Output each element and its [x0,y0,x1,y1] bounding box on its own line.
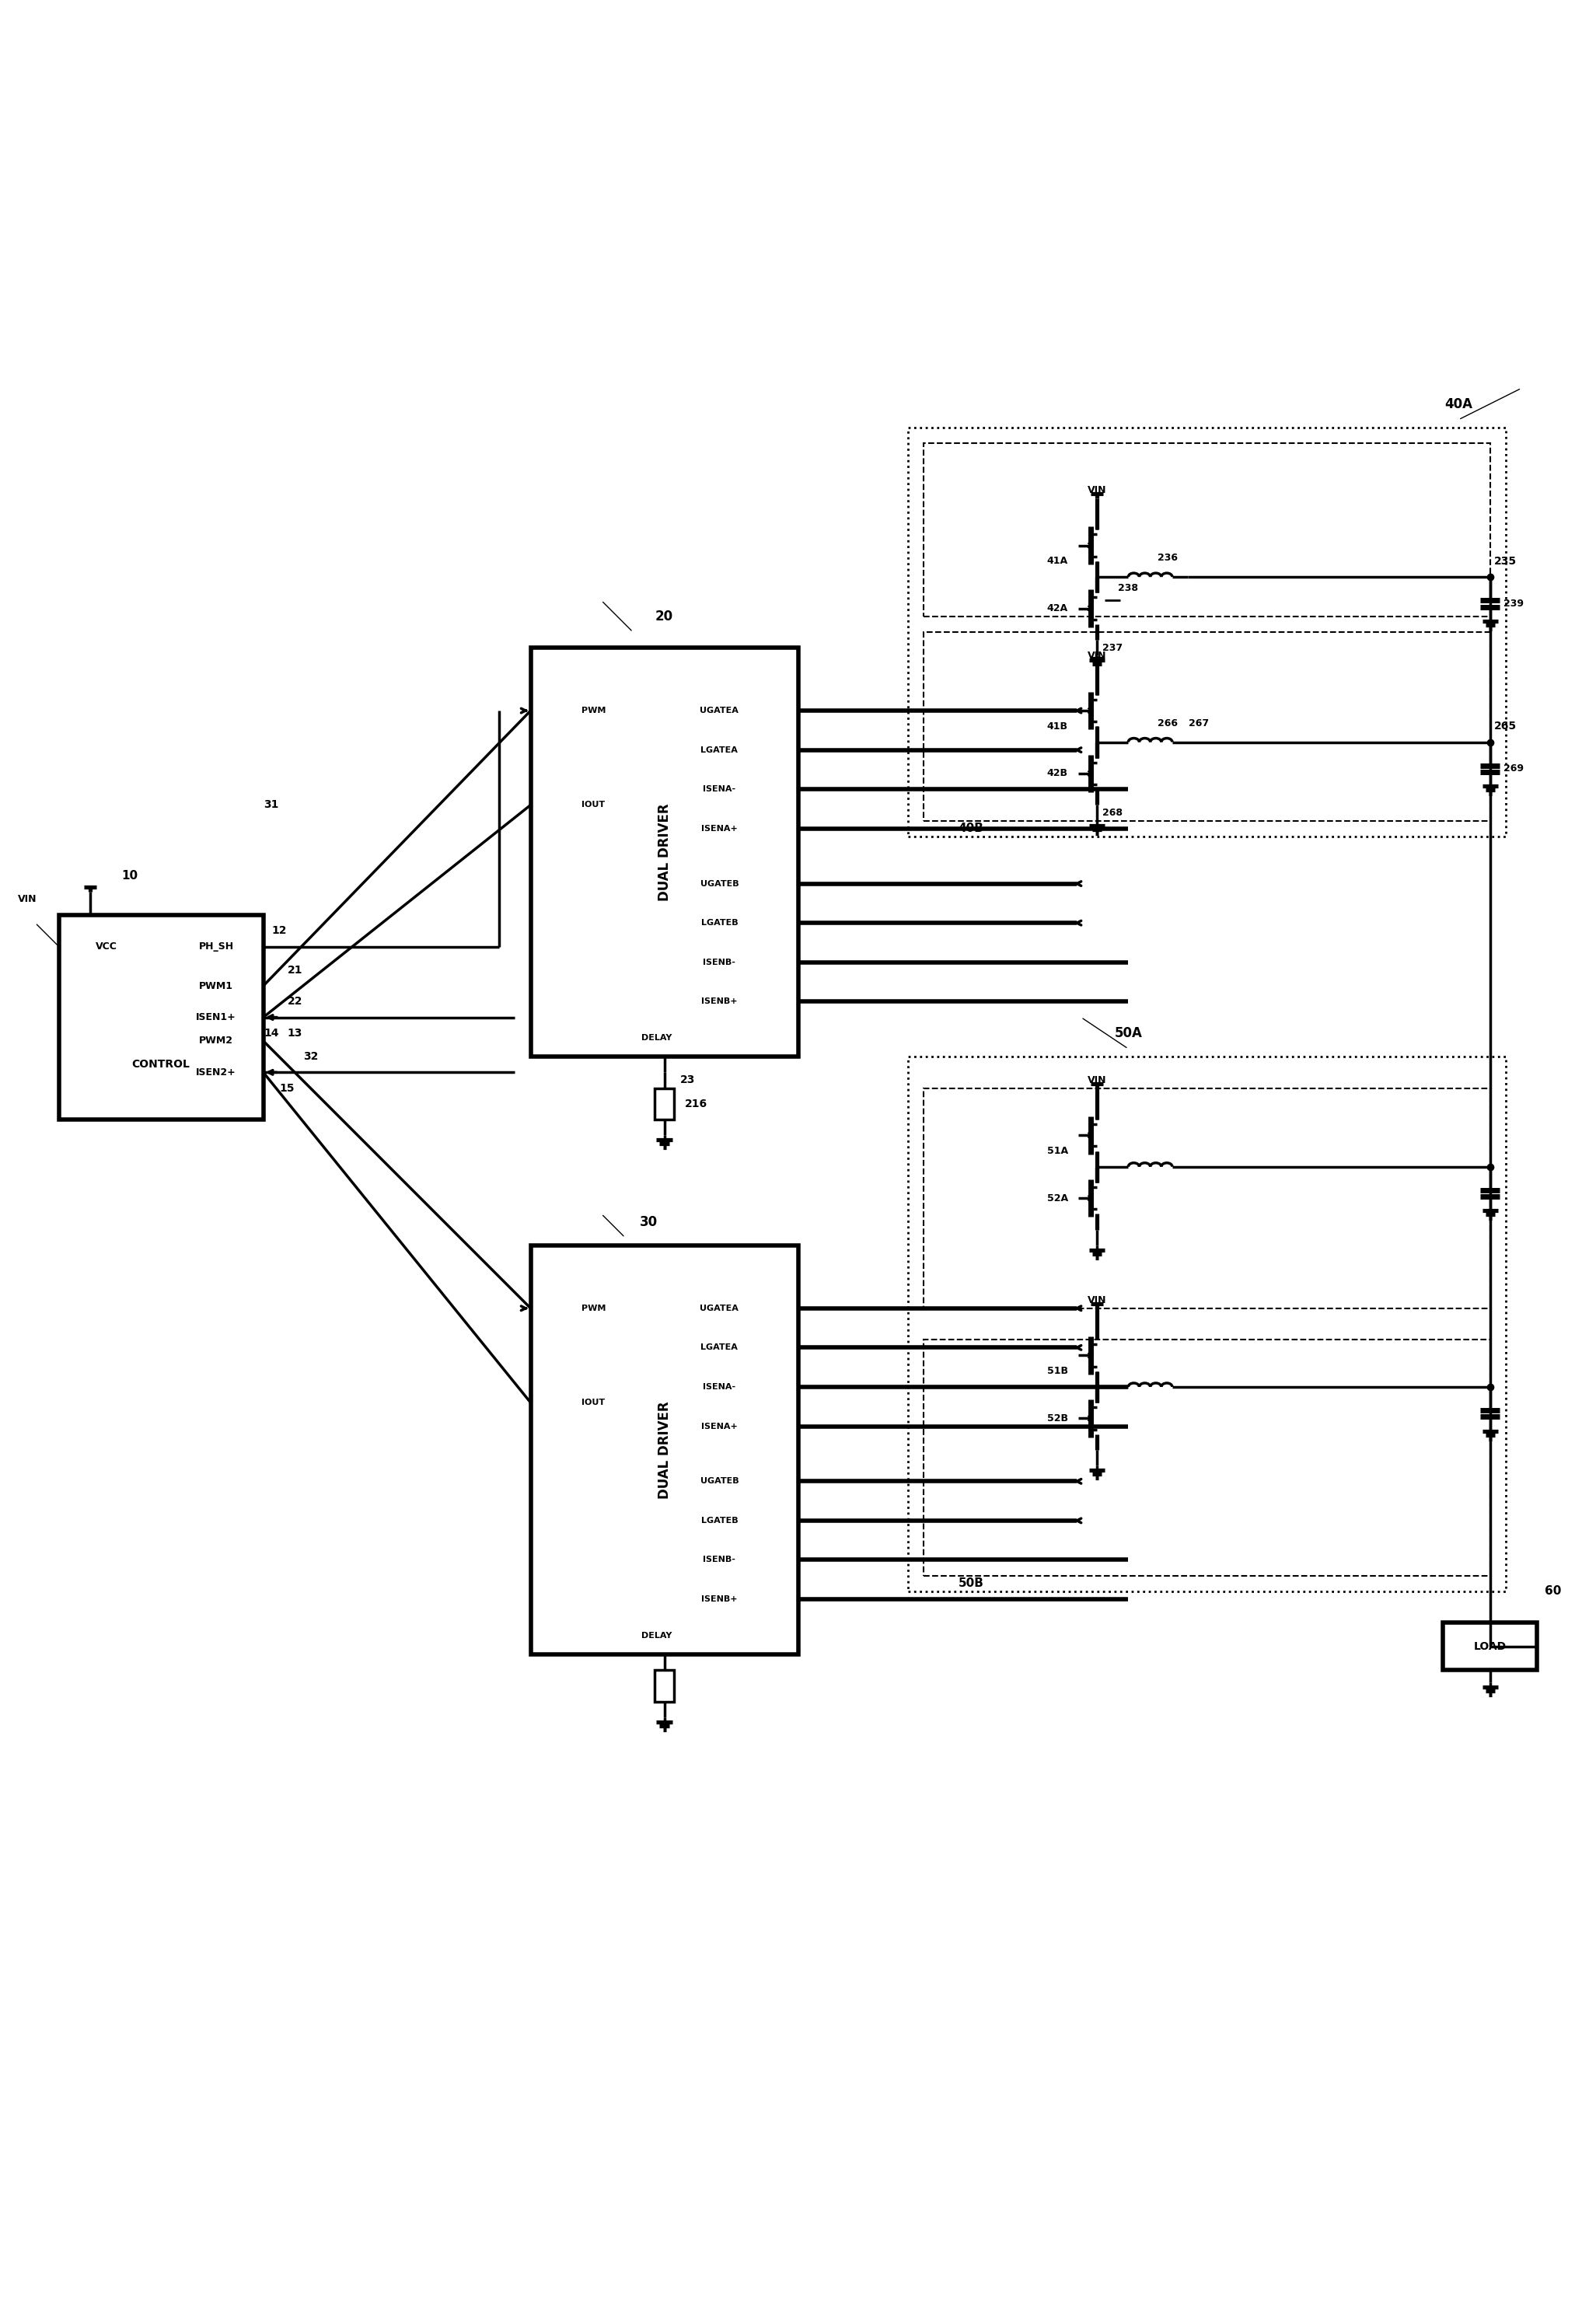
Text: ISENB+: ISENB+ [701,1595,737,1602]
Text: PWM: PWM [581,707,606,714]
Text: 265: 265 [1494,721,1518,732]
Text: 40B: 40B [958,822,983,833]
Text: 266: 266 [1157,718,1178,727]
Text: 32: 32 [303,1052,318,1061]
Text: PWM2: PWM2 [200,1036,233,1045]
Bar [654,1669,674,1701]
Text: LGATEB: LGATEB [701,1517,737,1524]
Text: 41A: 41A [1047,557,1068,566]
Text: 12: 12 [271,925,287,937]
Bar [924,1089,1491,1308]
Text: PWM1: PWM1 [200,981,233,990]
Text: 50B: 50B [958,1577,983,1588]
Text: UGATEB: UGATEB [701,879,739,889]
Text: VIN: VIN [1087,651,1106,661]
Text: 268: 268 [1103,808,1122,817]
Text: 52B: 52B [1047,1413,1068,1423]
Text: 42A: 42A [1047,603,1068,612]
Text: LGATEB: LGATEB [701,918,737,928]
Text: ISEN2+: ISEN2+ [196,1068,236,1077]
Text: ISENB-: ISENB- [704,958,736,967]
Text: ISENA-: ISENA- [702,785,736,794]
Bar [654,1089,674,1119]
Text: PWM: PWM [581,1305,606,1312]
Text: 20: 20 [656,610,674,624]
Text: ISENA+: ISENA+ [701,1423,737,1430]
Text: ISENA-: ISENA- [702,1384,736,1390]
Text: 50A: 50A [1114,1027,1143,1041]
Text: 15: 15 [279,1082,294,1093]
Text: 22: 22 [287,997,302,1006]
Text: LGATEA: LGATEA [701,1344,737,1351]
Text: ISENA+: ISENA+ [701,824,737,833]
Text: DUAL DRIVER: DUAL DRIVER [658,803,672,900]
Text: 21: 21 [287,965,302,976]
Text: VIN: VIN [1087,486,1106,495]
Text: 51B: 51B [1047,1365,1068,1377]
Bar [924,633,1491,822]
Text: ISENB-: ISENB- [704,1556,736,1563]
Text: 239: 239 [1503,599,1524,608]
Text: VCC: VCC [96,942,117,951]
Text: IOUT: IOUT [583,801,605,808]
Text: 238: 238 [1119,582,1138,594]
Text: LOAD: LOAD [1473,1641,1507,1653]
Bar [908,428,1505,836]
Text: 13: 13 [287,1027,302,1038]
Bar [924,444,1491,617]
Text: 51A: 51A [1047,1146,1068,1156]
Text: 23: 23 [680,1075,696,1087]
Text: VIN: VIN [18,893,37,905]
Text: 10: 10 [121,870,137,882]
Text: UGATEB: UGATEB [701,1478,739,1485]
Bar [1443,1623,1537,1669]
Text: ISEN1+: ISEN1+ [196,1013,236,1022]
Text: LGATEA: LGATEA [701,746,737,753]
Text: VIN: VIN [1087,1075,1106,1084]
Text: 30: 30 [640,1215,658,1229]
Text: 216: 216 [685,1098,707,1110]
Text: ISENB+: ISENB+ [701,997,737,1006]
Text: DUAL DRIVER: DUAL DRIVER [658,1402,672,1499]
Text: UGATEA: UGATEA [701,1305,739,1312]
Text: DELAY: DELAY [642,1632,672,1639]
Text: 40A: 40A [1444,396,1473,412]
Text: 14: 14 [263,1027,279,1038]
Text: DELAY: DELAY [642,1034,672,1041]
Bar [530,647,798,1057]
Text: 52A: 52A [1047,1192,1068,1204]
Text: IOUT: IOUT [583,1400,605,1407]
Text: 41B: 41B [1047,721,1068,732]
Text: 269: 269 [1503,764,1524,773]
Text: 31: 31 [263,799,279,810]
Text: 60: 60 [1545,1586,1561,1598]
Text: CONTROL: CONTROL [132,1059,190,1070]
Text: 267: 267 [1189,718,1210,727]
Text: PH_SH: PH_SH [198,942,233,951]
Text: VIN: VIN [1087,1296,1106,1305]
Bar [530,1245,798,1655]
Text: 235: 235 [1494,555,1518,566]
Text: 236: 236 [1157,552,1178,564]
Text: 42B: 42B [1047,769,1068,778]
Text: 237: 237 [1103,642,1122,654]
Bar [59,916,263,1119]
Bar [908,1057,1505,1591]
Bar [924,1340,1491,1575]
Text: UGATEA: UGATEA [701,707,739,714]
